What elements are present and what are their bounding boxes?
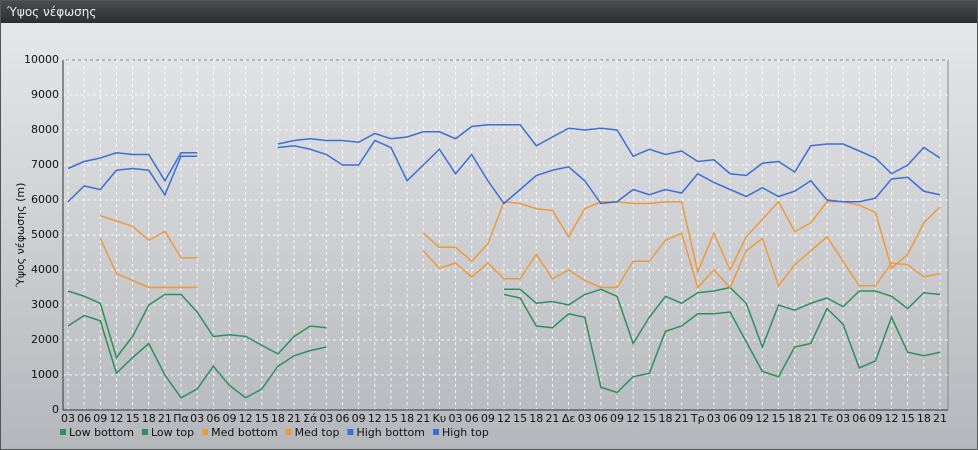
y-tick-label: 1000 [31,368,59,381]
x-tick-label: 03 [578,412,592,425]
legend-swatch [60,429,66,435]
x-tick-label: 18 [658,412,672,425]
x-tick-label: 21 [158,412,172,425]
y-tick-label: 10000 [24,53,59,66]
x-tick-label: 21 [287,412,301,425]
x-tick-label: Κυ [433,412,447,425]
series-line [67,155,198,203]
series-line [504,286,941,350]
series-line [67,151,198,183]
series-line [99,238,198,289]
x-tick-label: 15 [642,412,656,425]
x-tick-label: 15 [513,412,527,425]
series-line [100,215,198,259]
y-tick-label: 4000 [31,263,59,276]
legend-swatch [202,429,209,435]
x-tick-label: 12 [755,412,769,425]
x-tick-label: 06 [77,412,91,425]
x-tick-label: 15 [772,412,786,425]
x-tick-label: Τρ [690,412,705,425]
x-tick-label: 06 [594,412,608,425]
x-tick-label: 15 [126,412,140,425]
x-tick-label: 03 [190,412,204,425]
legend-label: Low top [151,426,194,439]
x-tick-label: 06 [723,412,737,425]
x-tick-label: 18 [271,412,285,425]
x-tick-label: 12 [626,412,640,425]
y-tick-label: 6000 [31,193,59,206]
x-tick-label: 15 [901,412,915,425]
series-line [277,139,941,205]
y-tick-label: 2000 [31,333,59,346]
x-tick-label: 09 [739,412,753,425]
series-line [503,293,941,394]
series-line [422,232,941,289]
x-tick-label: 21 [933,412,947,425]
x-tick-label: 21 [675,412,689,425]
legend-swatch [141,429,148,435]
x-tick-label: 21 [804,412,818,425]
series-line [67,290,327,360]
y-tick-label: 3000 [31,298,59,311]
x-tick-label: 21 [416,412,430,425]
y-tick-label: 5000 [31,228,59,241]
x-tick-label: 12 [368,412,382,425]
x-tick-label: 12 [497,412,511,425]
y-axis-label: Ύψος νέφωσης (m) [14,183,27,289]
x-tick-label: 21 [545,412,559,425]
x-tick-label: Τε [820,412,834,425]
x-tick-label: 03 [836,412,850,425]
x-tick-label: 12 [239,412,253,425]
panel-title: Ύψος νέφωσης [1,1,977,23]
x-tick-label: 12 [109,412,123,425]
x-tick-label: 12 [885,412,899,425]
x-tick-label: 06 [852,412,866,425]
x-tick-label: 15 [384,412,398,425]
x-tick-label: 18 [917,412,931,425]
x-tick-label: 03 [449,412,463,425]
legend-label: High bottom [356,426,425,439]
x-tick-label: 18 [400,412,414,425]
series-line [67,314,327,399]
x-tick-label: 09 [610,412,624,425]
x-tick-label: 03 [707,412,721,425]
x-tick-label: 09 [868,412,882,425]
legend-label: Low bottom [69,426,134,439]
series-line [277,124,941,177]
x-tick-label: Δε [562,412,576,425]
x-tick-label: 18 [529,412,543,425]
legend-swatch [347,429,354,435]
legend-label: Med top [295,426,340,439]
legend-label: High top [442,426,489,439]
x-tick-label: 09 [222,412,236,425]
legend-swatch [285,429,292,435]
x-tick-label: 03 [319,412,333,425]
x-tick-label: 09 [481,412,495,425]
x-tick-label: 09 [352,412,366,425]
y-tick-label: 7000 [31,158,59,171]
series-line [422,200,941,275]
x-tick-label: 09 [93,412,107,425]
y-tick-label: 9000 [31,88,59,101]
chart: 0 1000 2000 3000 4000 5000 6000 7000 8000 9000 100… [14,53,949,439]
x-tick-label: 06 [465,412,479,425]
x-tick-label: 15 [255,412,269,425]
y-tick-label: 0 [52,403,59,416]
x-tick-label: 06 [206,412,220,425]
x-tick-label: 18 [788,412,802,425]
x-tick-label: Σά [303,412,317,425]
x-tick-label: 18 [142,412,156,425]
x-tick-label: Πα [173,412,189,425]
x-tick-label: 03 [61,412,75,425]
legend-label: Med bottom [211,426,278,439]
x-tick-label: 06 [336,412,350,425]
legend-swatch [433,429,439,435]
y-tick-label: 8000 [31,123,59,136]
